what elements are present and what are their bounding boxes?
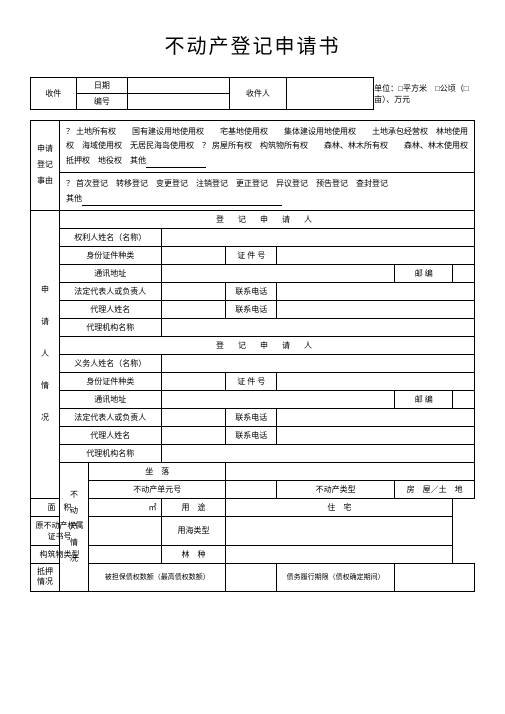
- mortgage-term-label: 债务履行期限（债权确定期间）: [277, 563, 395, 591]
- obligor-value[interactable]: [161, 354, 474, 372]
- receiver-label: 收件人: [229, 78, 286, 110]
- phone-label4: 联系电话: [226, 426, 277, 444]
- phone-label: 联系电话: [226, 282, 277, 300]
- idno-label2: 证 件 号: [226, 372, 277, 390]
- address-label2: 通讯地址: [60, 390, 162, 408]
- legalrep-value2[interactable]: [161, 408, 226, 426]
- obligor-label: 义务人姓名（名称）: [60, 354, 162, 372]
- area-unit[interactable]: ㎡: [89, 498, 162, 516]
- header-row: 收件 日期 收件人 编号 单位：□平方米 □公顷（□亩）、万元: [30, 77, 475, 110]
- number-label: 编号: [76, 94, 128, 110]
- applicant-side-label: 申请人情况: [31, 210, 60, 498]
- use-label: 用 途: [161, 498, 226, 516]
- receipt-label: 收件: [31, 78, 77, 110]
- phone-value3[interactable]: [277, 408, 475, 426]
- agency-value2[interactable]: [161, 444, 474, 462]
- area-label: 面 积: [31, 498, 89, 516]
- idtype-value2[interactable]: [161, 372, 226, 390]
- agentname-label: 代理人姓名: [60, 300, 162, 318]
- postcode-value2[interactable]: [453, 390, 475, 408]
- seatype-label: 用海类型: [161, 516, 226, 545]
- agency-label2: 代理机构名称: [60, 444, 162, 462]
- agentname-value2[interactable]: [161, 426, 226, 444]
- mortgage-amount-value[interactable]: [226, 563, 277, 591]
- name-label: 权利人姓名（名称）: [60, 228, 162, 246]
- postcode-label2: 邮 编: [395, 390, 453, 408]
- type-value: 房 屋／土 地: [395, 480, 475, 498]
- legalrep-label: 法定代表人或负责人: [60, 282, 162, 300]
- agency-label: 代理机构名称: [60, 318, 162, 336]
- mortgage-amount-label: 被担保债权数额（最高债权数额）: [89, 563, 226, 591]
- origcert-label: 原不动产权属证书号: [31, 516, 89, 545]
- date-value[interactable]: [128, 78, 230, 94]
- postcode-label: 邮 编: [395, 264, 453, 282]
- idno-label: 证 件 号: [226, 246, 277, 264]
- mortgage-side-label: 抵押情况: [31, 563, 60, 591]
- idtype-label: 身份证件种类: [60, 246, 162, 264]
- unitno-value[interactable]: [226, 480, 277, 498]
- main-table: 申请登记事由 ？ 土地所有权 国有建设用地使用权 宅基地使用权 集体建设用地使用…: [30, 120, 475, 592]
- unitno-label: 不动产单元号: [89, 480, 226, 498]
- agency-value[interactable]: [161, 318, 474, 336]
- legalrep-value[interactable]: [161, 282, 226, 300]
- location-value[interactable]: [226, 462, 475, 480]
- address-value[interactable]: [161, 264, 395, 282]
- phone-value2[interactable]: [277, 300, 475, 318]
- legalrep-label2: 法定代表人或负责人: [60, 408, 162, 426]
- idtype-label2: 身份证件种类: [60, 372, 162, 390]
- name-value[interactable]: [161, 228, 474, 246]
- applicant-section1-title: 登 记 申 请 人: [60, 210, 475, 228]
- idno-value2[interactable]: [277, 372, 475, 390]
- address-label: 通讯地址: [60, 264, 162, 282]
- location-label: 坐 落: [89, 462, 226, 480]
- receipt-table: 收件 日期 收件人 编号: [30, 77, 374, 110]
- reason-row2[interactable]: ？ 首次登记 转移登记 变更登记 注销登记 更正登记 异议登记 预告登记 查封登…: [60, 173, 475, 211]
- phone-label3: 联系电话: [226, 408, 277, 426]
- postcode-value[interactable]: [453, 264, 475, 282]
- applicant-section2-title: 登 记 申 请 人: [60, 336, 475, 354]
- reason-row1[interactable]: ？ 土地所有权 国有建设用地使用权 宅基地使用权 集体建设用地使用权 土地承包经…: [60, 121, 475, 173]
- forest-value[interactable]: [226, 545, 453, 563]
- seatype-value[interactable]: [226, 516, 453, 545]
- structure-value[interactable]: [89, 545, 162, 563]
- page-title: 不动产登记申请书: [30, 30, 475, 59]
- forest-label: 林 种: [161, 545, 226, 563]
- use-value: 住 宅: [226, 498, 453, 516]
- phone-value4[interactable]: [277, 426, 475, 444]
- structure-label: 构筑物类型: [31, 545, 89, 563]
- phone-label2: 联系电话: [226, 300, 277, 318]
- unit-text: 单位：□平方米 □公顷（□亩）、万元: [374, 83, 475, 105]
- type-label: 不动产类型: [277, 480, 395, 498]
- receiver-value[interactable]: [287, 78, 374, 110]
- number-value[interactable]: [128, 94, 230, 110]
- agentname-value[interactable]: [161, 300, 226, 318]
- phone-value[interactable]: [277, 282, 475, 300]
- reason-side-label: 申请登记事由: [31, 121, 60, 211]
- agentname-label2: 代理人姓名: [60, 426, 162, 444]
- idno-value[interactable]: [277, 246, 475, 264]
- date-label: 日期: [76, 78, 128, 94]
- idtype-value[interactable]: [161, 246, 226, 264]
- address-value2[interactable]: [161, 390, 395, 408]
- mortgage-term-value[interactable]: [395, 563, 475, 591]
- origcert-value[interactable]: [89, 516, 162, 545]
